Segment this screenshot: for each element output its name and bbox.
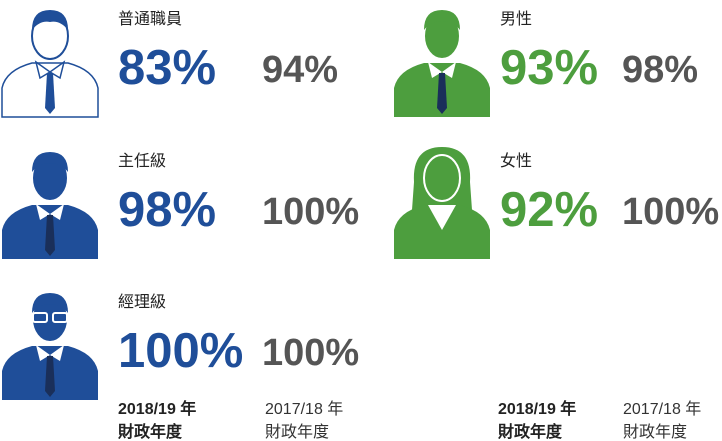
current-value: 100% (118, 324, 243, 378)
collar (428, 62, 456, 78)
person-icon (394, 147, 490, 259)
group-label: 男性 (500, 10, 532, 28)
legend-previous: 2017/18 年 (623, 400, 701, 418)
person-icon (2, 293, 98, 400)
texts: 2018/19 年 財政年度 2017/18 年 財政年度 2018/19 年 … (118, 399, 701, 441)
current-value: 98% (118, 183, 216, 237)
previous-value: 100% (262, 332, 359, 374)
tie (45, 73, 55, 114)
legend-previous: 財政年度 (265, 423, 329, 441)
previous-value: 94% (262, 49, 338, 91)
previous-value: 100% (262, 191, 359, 233)
legend-previous: 財政年度 (623, 423, 687, 441)
legend-previous: 2017/18 年 (265, 400, 343, 418)
previous-value: 98% (622, 49, 698, 91)
head (423, 154, 461, 202)
collar (36, 204, 64, 220)
tie (45, 215, 55, 256)
current-value: 83% (118, 41, 216, 95)
legend-current: 財政年度 (498, 422, 563, 441)
glasses (52, 312, 68, 323)
group-label: 主任級 (118, 152, 166, 170)
collar (36, 345, 64, 361)
legend-current: 2018/19 年 (498, 399, 576, 418)
collar (34, 60, 66, 80)
hair (32, 152, 68, 172)
current-value: 92% (500, 183, 598, 237)
person-icon (2, 152, 98, 259)
body (394, 205, 490, 259)
current-value: 93% (500, 41, 598, 95)
collar (428, 205, 456, 230)
previous-value: 100% (622, 191, 719, 233)
group-label: 經理級 (118, 293, 166, 311)
legend-current: 財政年度 (118, 422, 183, 441)
tie (45, 356, 55, 397)
group-label: 普通職員 (118, 10, 182, 28)
person-icon (394, 10, 490, 117)
group-label: 女性 (500, 151, 532, 170)
legend-current: 2018/19 年 (118, 399, 196, 418)
person-icon (1, 10, 99, 118)
hair (32, 293, 68, 313)
tie (437, 73, 447, 114)
hair (424, 10, 460, 30)
glasses (32, 312, 48, 323)
hair (32, 10, 68, 30)
